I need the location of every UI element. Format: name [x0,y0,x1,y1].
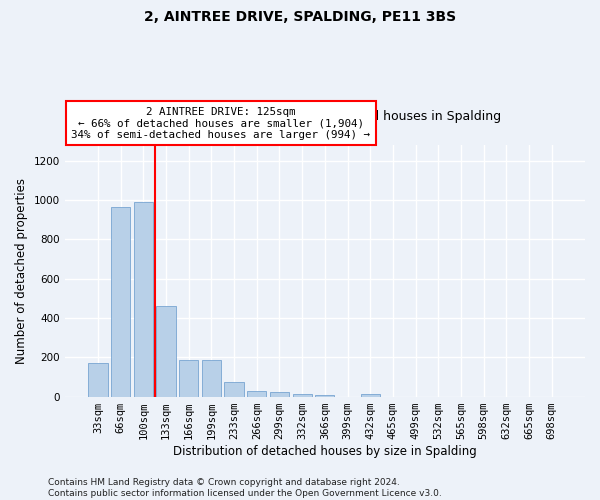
Bar [361,394,380,396]
Bar [88,363,107,396]
X-axis label: Distribution of detached houses by size in Spalding: Distribution of detached houses by size … [173,444,477,458]
Text: 2, AINTREE DRIVE, SPALDING, PE11 3BS: 2, AINTREE DRIVE, SPALDING, PE11 3BS [144,10,456,24]
Bar [315,394,334,396]
Y-axis label: Number of detached properties: Number of detached properties [15,178,28,364]
Text: 2 AINTREE DRIVE: 125sqm
← 66% of detached houses are smaller (1,904)
34% of semi: 2 AINTREE DRIVE: 125sqm ← 66% of detache… [71,106,370,140]
Bar [224,382,244,396]
Bar [179,360,199,397]
Bar [293,394,312,396]
Bar [134,202,153,396]
Text: Contains HM Land Registry data © Crown copyright and database right 2024.
Contai: Contains HM Land Registry data © Crown c… [48,478,442,498]
Bar [270,392,289,396]
Bar [157,306,176,396]
Bar [111,207,130,396]
Bar [202,360,221,397]
Title: Size of property relative to detached houses in Spalding: Size of property relative to detached ho… [149,110,501,123]
Bar [247,391,266,396]
